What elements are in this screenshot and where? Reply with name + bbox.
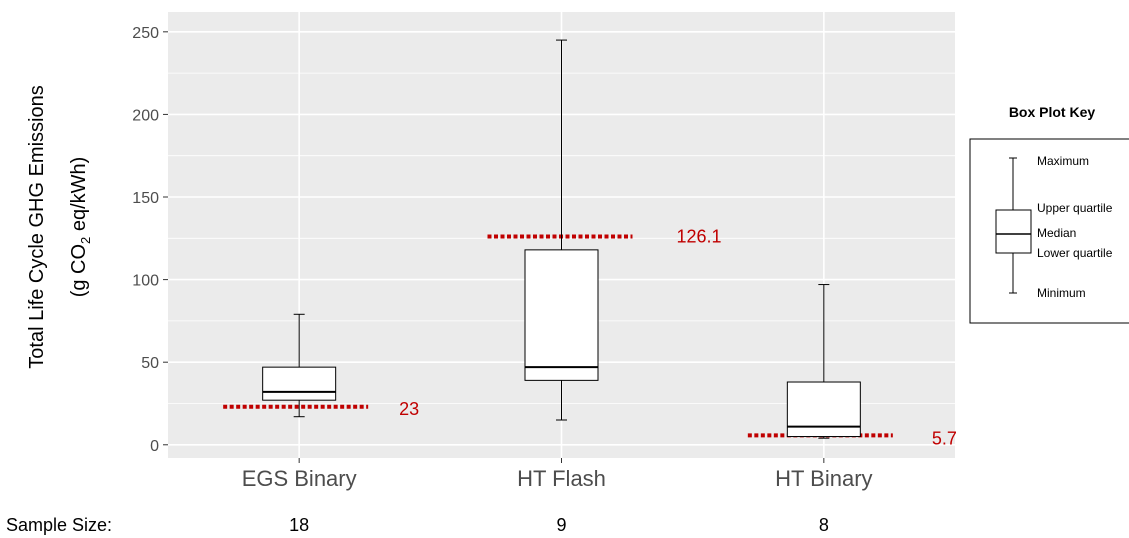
box-plot-key: Box Plot Key Maximum Upper quartile Medi… — [969, 104, 1129, 324]
iqr-box — [262, 366, 337, 401]
iqr-box — [786, 381, 861, 438]
sample-size-value: 18 — [289, 515, 309, 535]
sample-sizes: 18 9 8 — [289, 515, 829, 535]
reference-lines: 23 126.1 5.7 — [223, 226, 957, 448]
y-axis: 0 50 100 150 200 250 — [132, 25, 168, 455]
mean-reference-label: 23 — [399, 399, 419, 419]
y-tick-label: 100 — [132, 273, 159, 290]
legend-label-upper-quartile: Upper quartile — [1037, 201, 1113, 215]
y-axis-title-line1: Total Life Cycle GHG Emissions — [26, 85, 48, 368]
y-tick-label: 250 — [132, 25, 159, 42]
x-category-label: HT Flash — [517, 466, 606, 491]
y-axis-title-line2: (g CO2 eq/kWh) — [68, 157, 93, 298]
x-axis: EGS Binary HT Flash HT Binary — [242, 458, 873, 491]
y-tick-label: 200 — [132, 107, 159, 124]
mean-reference-label: 126.1 — [677, 226, 722, 246]
x-category-label: EGS Binary — [242, 466, 357, 491]
y-tick-label: 50 — [141, 355, 159, 372]
iqr-box — [524, 249, 599, 381]
mean-reference-label: 5.7 — [932, 428, 957, 448]
legend-label-median: Median — [1037, 226, 1076, 240]
y-tick-label: 0 — [150, 438, 159, 455]
sample-size-value: 8 — [819, 515, 829, 535]
legend-label-lower-quartile: Lower quartile — [1037, 246, 1113, 260]
y-tick-label: 150 — [132, 190, 159, 207]
legend-label-minimum: Minimum — [1037, 286, 1086, 300]
sample-size-value: 9 — [556, 515, 566, 535]
legend-label-maximum: Maximum — [1037, 154, 1089, 168]
legend-title: Box Plot Key — [1009, 104, 1096, 120]
boxes — [262, 39, 861, 439]
legend-box — [995, 209, 1032, 254]
sample-size-label: Sample Size: — [6, 515, 112, 535]
x-category-label: HT Binary — [775, 466, 872, 491]
